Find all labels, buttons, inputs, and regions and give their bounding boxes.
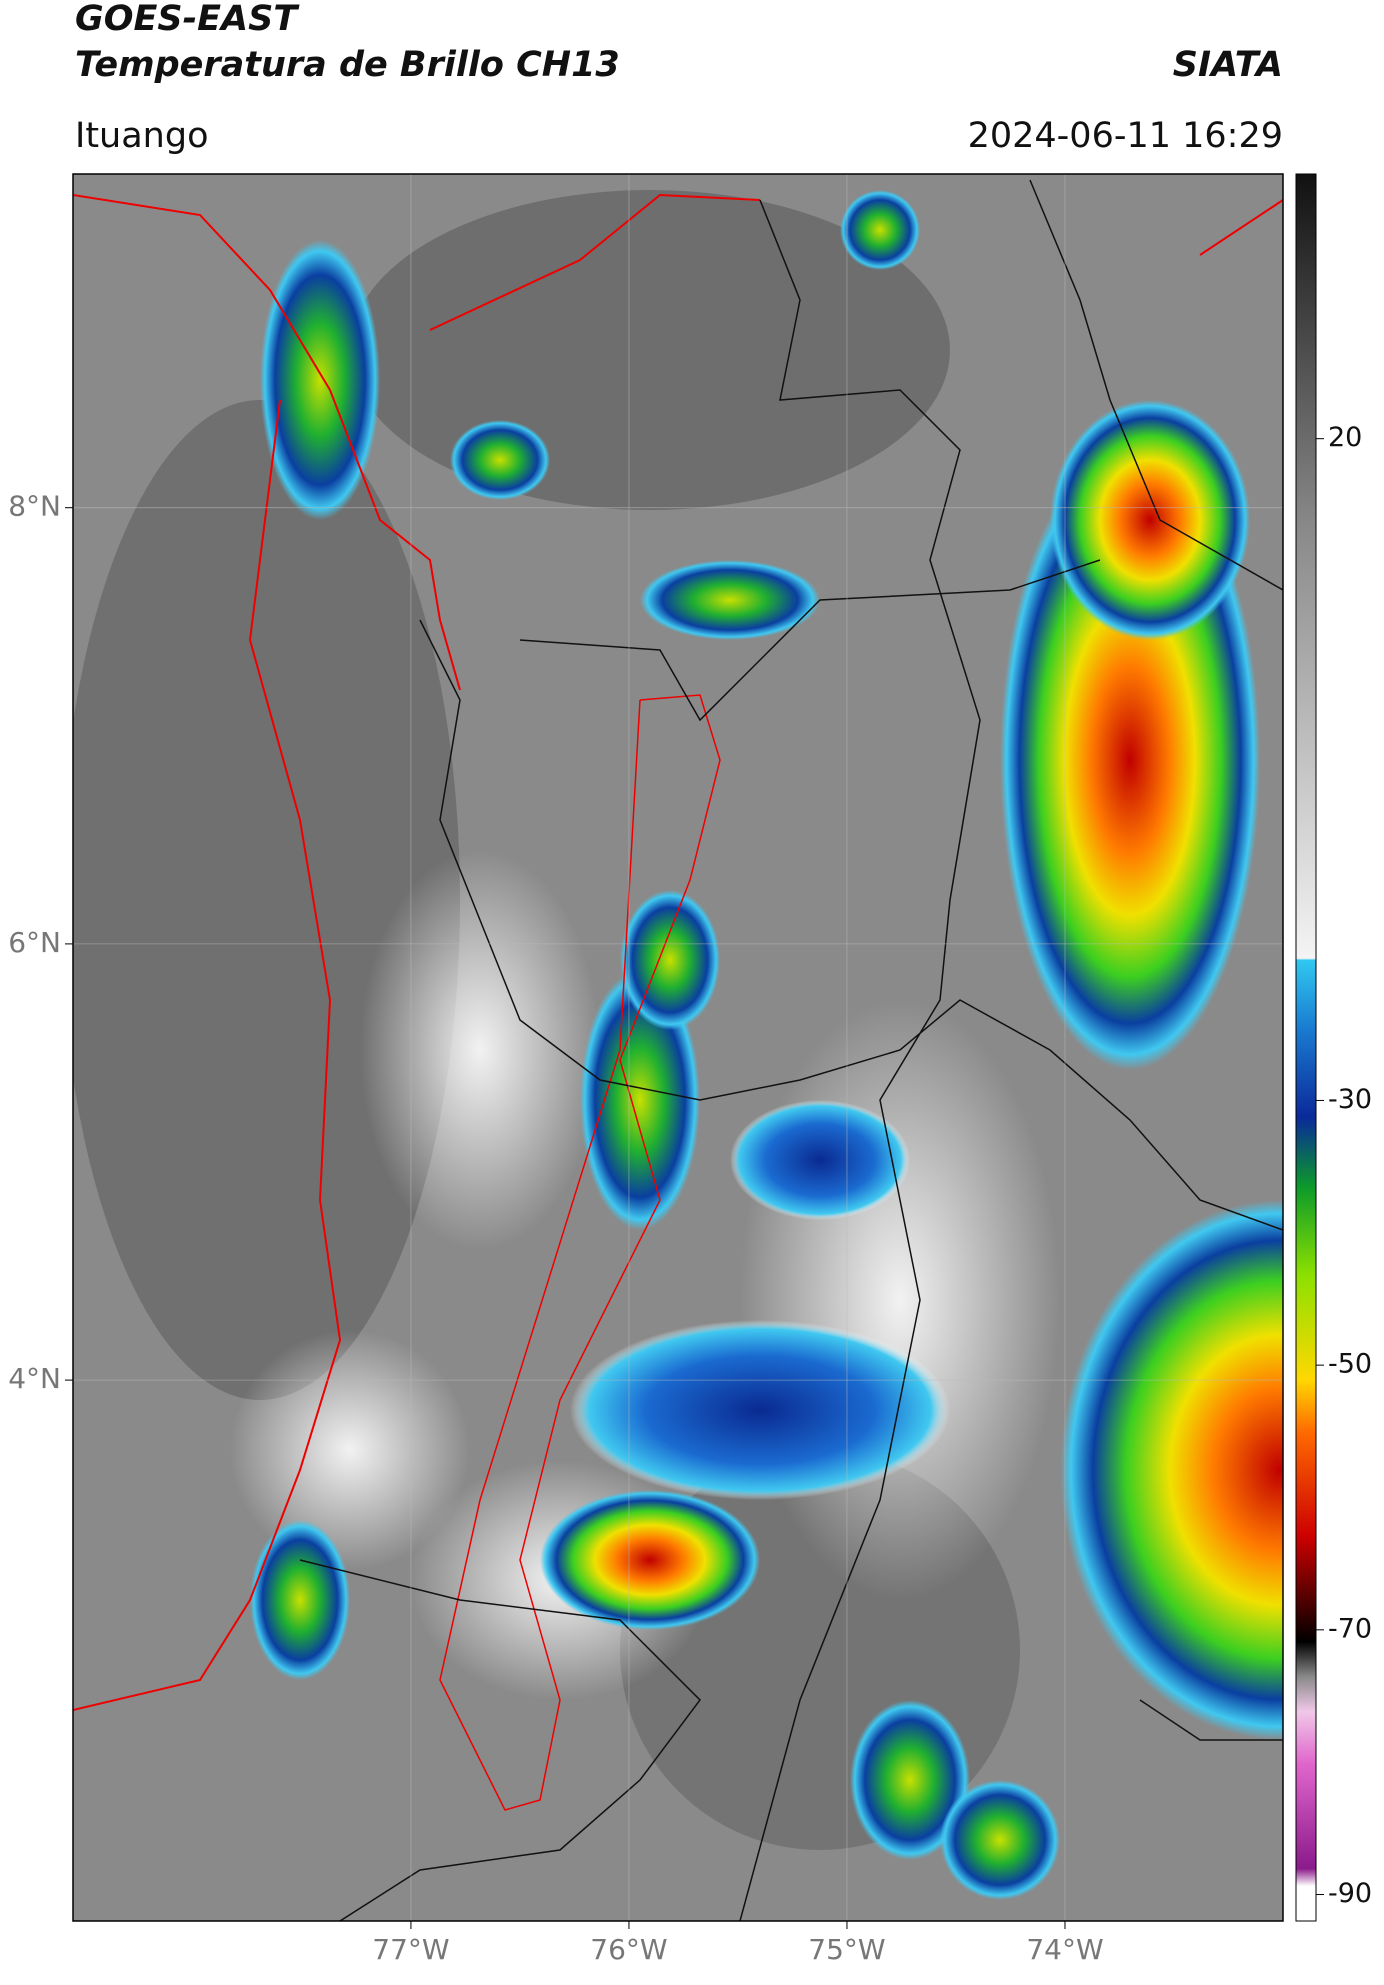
x-tick-label: 77°W	[372, 1933, 449, 1966]
x-tick-label: 76°W	[590, 1933, 667, 1966]
title: GOES-EAST	[75, 0, 300, 39]
y-tick-label: 8°N	[8, 490, 61, 523]
satellite-image	[73, 174, 1283, 1921]
y-tick-label: 6°N	[8, 926, 61, 959]
colorbar-label: -70	[1328, 1613, 1372, 1644]
colorbar-label: 20	[1328, 422, 1362, 453]
x-tick-label: 75°W	[808, 1933, 885, 1966]
colorbar-label: -50	[1328, 1349, 1372, 1380]
map-frame	[72, 173, 1284, 1922]
y-tick-label: 4°N	[8, 1362, 61, 1395]
source: SIATA	[1173, 45, 1283, 85]
colorbar-label: -90	[1328, 1878, 1372, 1909]
colorbar-label: -30	[1328, 1084, 1372, 1115]
colorbar	[1295, 173, 1317, 1922]
datetime: 2024-06-11 16:29	[968, 116, 1283, 156]
subtitle: Temperatura de Brillo CH13	[75, 45, 620, 85]
x-tick-label: 74°W	[1026, 1933, 1103, 1966]
location: Ituango	[75, 116, 209, 156]
